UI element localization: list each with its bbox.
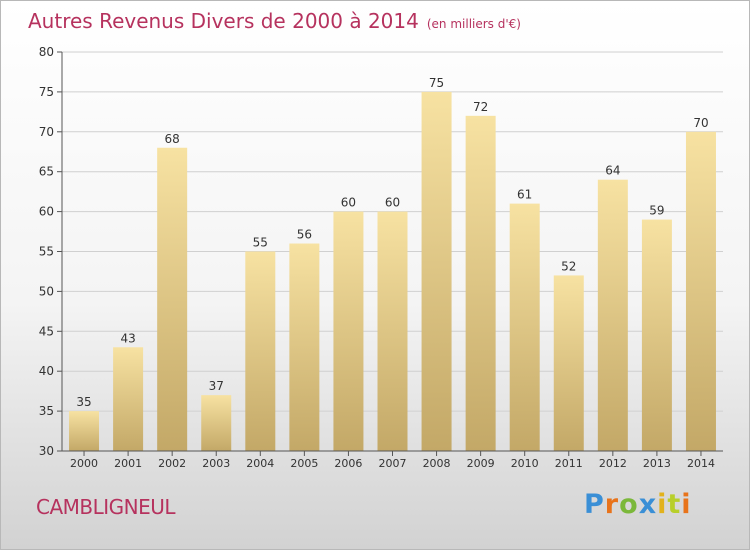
- value-label-2005: 56: [297, 228, 312, 242]
- value-label-2008: 75: [429, 76, 444, 90]
- commune-name: CAMBLIGNEUL: [36, 495, 176, 519]
- x-tick-label-2014: 2014: [687, 457, 715, 470]
- value-label-2002: 68: [165, 132, 180, 146]
- x-tick-label-2012: 2012: [599, 457, 627, 470]
- logo-letter: i: [657, 489, 668, 520]
- value-label-2004: 55: [253, 236, 268, 250]
- value-label-2003: 37: [209, 379, 224, 393]
- x-tick-label-2006: 2006: [334, 457, 362, 470]
- x-tick-label-2001: 2001: [114, 457, 142, 470]
- proxiti-logo: Proxiti: [584, 489, 692, 520]
- bar-2008: [421, 91, 452, 452]
- bars: [69, 91, 716, 452]
- x-tick-label-2009: 2009: [467, 457, 495, 470]
- bar-2004: [245, 251, 276, 451]
- bar-2007: [377, 211, 408, 451]
- logo-letter: r: [604, 489, 620, 520]
- logo-letter: o: [619, 489, 639, 520]
- y-tick-label: 50: [39, 284, 54, 298]
- x-tick-label-2011: 2011: [555, 457, 583, 470]
- bar-2003: [201, 395, 232, 451]
- axes: [57, 51, 723, 456]
- y-tick-label: 70: [39, 125, 54, 139]
- value-label-2013: 59: [649, 204, 664, 218]
- y-tick-label: 40: [39, 364, 54, 378]
- bar-2005: [289, 243, 320, 451]
- x-tick-label-2003: 2003: [202, 457, 230, 470]
- y-tick-label: 55: [39, 245, 54, 259]
- bar-2013: [641, 219, 672, 451]
- logo-letter: i: [681, 489, 692, 520]
- chart-title: Autres Revenus Divers de 2000 à 2014 (en …: [28, 9, 521, 33]
- value-label-2011: 52: [561, 259, 576, 273]
- value-label-2001: 43: [120, 331, 135, 345]
- value-label-2010: 61: [517, 188, 532, 202]
- x-tick-label-2004: 2004: [246, 457, 274, 470]
- bar-2009: [465, 115, 496, 451]
- value-label-2014: 70: [693, 116, 708, 130]
- x-tick-label-2008: 2008: [423, 457, 451, 470]
- y-tick-label: 65: [39, 165, 54, 179]
- logo-letter: x: [638, 489, 658, 520]
- bar-2010: [509, 203, 540, 451]
- labels: 30 35 40 45 50 55 60 65 70 75 80 35 2000 43 2001 68 2002…: [39, 45, 715, 470]
- x-tick-label-2000: 2000: [70, 457, 98, 470]
- value-label-2000: 35: [76, 395, 91, 409]
- value-label-2009: 72: [473, 100, 488, 114]
- value-label-2012: 64: [605, 164, 620, 178]
- value-label-2007: 60: [385, 196, 400, 210]
- x-tick-label-2007: 2007: [379, 457, 407, 470]
- y-tick-label: 30: [39, 444, 54, 458]
- x-tick-label-2013: 2013: [643, 457, 671, 470]
- logo-letter: t: [667, 489, 682, 520]
- title-main: Autres Revenus Divers de 2000 à 2014: [28, 9, 419, 33]
- bar-2011: [553, 275, 584, 451]
- bar-2001: [113, 347, 144, 451]
- bar-2000: [69, 411, 100, 451]
- title-unit: (en milliers d'€): [426, 17, 521, 31]
- y-tick-label: 60: [39, 205, 54, 219]
- bar-2014: [685, 131, 716, 452]
- bar-2002: [157, 147, 188, 451]
- logo-letter: P: [584, 489, 605, 520]
- value-label-2006: 60: [341, 196, 356, 210]
- bar-2012: [597, 179, 628, 451]
- y-tick-label: 80: [39, 45, 54, 59]
- bar-2006: [333, 211, 364, 451]
- x-tick-label-2005: 2005: [290, 457, 318, 470]
- x-tick-label-2010: 2010: [511, 457, 539, 470]
- y-tick-label: 75: [39, 85, 54, 99]
- y-tick-label: 45: [39, 324, 54, 338]
- y-tick-label: 35: [39, 404, 54, 418]
- x-tick-label-2002: 2002: [158, 457, 186, 470]
